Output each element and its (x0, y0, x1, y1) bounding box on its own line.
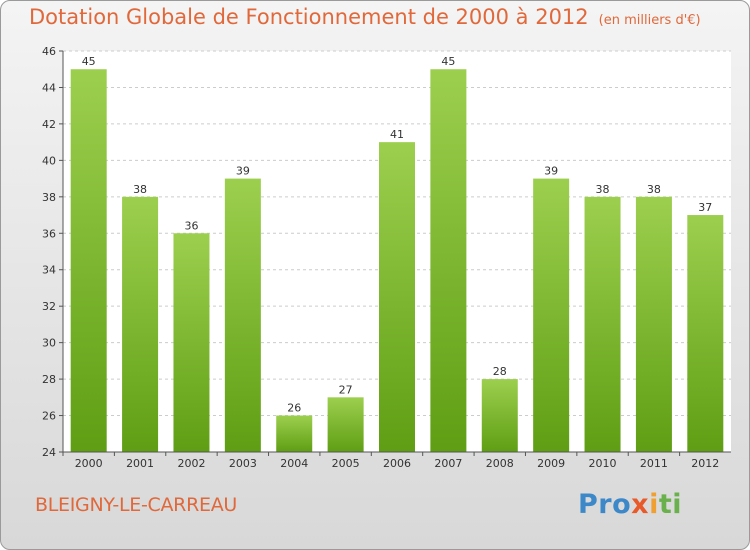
data-label-2001: 38 (133, 183, 147, 196)
data-label-2012: 37 (698, 201, 712, 214)
y-tick-label: 38 (42, 191, 56, 204)
x-tick-label: 2012 (691, 457, 719, 470)
x-tick-label: 2003 (229, 457, 257, 470)
y-tick-label: 44 (42, 81, 56, 94)
bar-2011 (635, 196, 672, 452)
data-label-2010: 38 (596, 183, 610, 196)
x-tick-label: 2005 (332, 457, 360, 470)
bar-2003 (224, 178, 261, 452)
y-tick-label: 46 (42, 45, 56, 58)
unit-note: (en milliers d'€) (598, 13, 701, 28)
x-tick-label: 2006 (383, 457, 411, 470)
data-label-2003: 39 (236, 165, 250, 178)
bar-2010 (584, 196, 621, 452)
x-tick-label: 2002 (177, 457, 205, 470)
data-label-2002: 36 (184, 219, 198, 232)
chart-title: Dotation Globale de Fonctionnement de 20… (29, 5, 701, 29)
data-label-2011: 38 (647, 183, 661, 196)
data-label-2007: 45 (441, 55, 455, 68)
bar-2000 (70, 69, 107, 453)
x-tick-label: 2010 (589, 457, 617, 470)
x-tick-label: 2001 (126, 457, 154, 470)
bar-2012 (687, 215, 724, 452)
x-tick-label: 2004 (280, 457, 308, 470)
title-text: Dotation Globale de Fonctionnement de 20… (29, 5, 589, 29)
bar-2004 (276, 415, 313, 452)
bar-2002 (173, 233, 210, 452)
bar-2007 (430, 69, 467, 453)
bar-2009 (533, 178, 570, 452)
x-axis-ticks: 2000 2001 2002 2003 2004 2005 2006 2007 2008 2009… (62, 452, 719, 470)
y-tick-label: 30 (42, 337, 56, 350)
data-label-2005: 27 (339, 383, 353, 396)
data-label-2008: 28 (493, 365, 507, 378)
y-tick-label: 36 (42, 227, 56, 240)
y-tick-label: 24 (42, 446, 56, 459)
data-label-2004: 26 (287, 402, 301, 415)
data-label-2000: 45 (82, 55, 96, 68)
y-tick-label: 40 (42, 154, 56, 167)
bar-2005 (327, 397, 364, 452)
bar-2001 (122, 196, 159, 452)
x-tick-label: 2000 (75, 457, 103, 470)
commune-name: BLEIGNY-LE-CARREAU (35, 494, 237, 516)
x-tick-label: 2007 (434, 457, 462, 470)
x-tick-label: 2008 (486, 457, 514, 470)
x-tick-label: 2011 (640, 457, 668, 470)
data-label-2006: 41 (390, 128, 404, 141)
data-labels: 45 38 36 39 26 27 41 45 28 39 38 38 37 (82, 55, 713, 414)
y-axis-ticks: 24 26 28 30 32 34 36 38 40 42 44 46 (42, 45, 63, 459)
proxiti-logo: Proxiti (578, 489, 683, 520)
y-tick-label: 32 (42, 300, 56, 313)
bar-2008 (481, 379, 518, 452)
data-label-2009: 39 (544, 165, 558, 178)
y-tick-label: 26 (42, 410, 56, 423)
y-tick-label: 34 (42, 264, 56, 277)
bars (70, 69, 724, 453)
y-tick-label: 28 (42, 373, 56, 386)
y-tick-label: 42 (42, 118, 56, 131)
x-tick-label: 2009 (537, 457, 565, 470)
bar-2006 (379, 142, 415, 453)
